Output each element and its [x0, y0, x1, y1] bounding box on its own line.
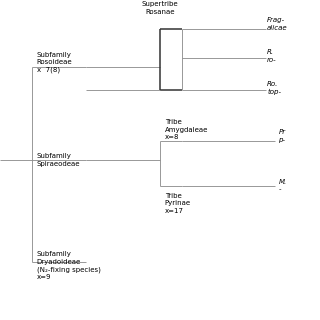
- Text: Frag-
alicae: Frag- alicae: [267, 17, 288, 31]
- Text: Supertribe
Rosanae: Supertribe Rosanae: [142, 1, 178, 15]
- Text: Tribe
Pyrinae
x=17: Tribe Pyrinae x=17: [165, 193, 191, 214]
- Text: Ro.
top-: Ro. top-: [267, 81, 281, 95]
- Text: R.
ro-: R. ro-: [267, 49, 277, 63]
- Text: M.
-: M. -: [278, 179, 287, 192]
- Text: Tribe
Amygdaleae
x=8: Tribe Amygdaleae x=8: [165, 119, 208, 140]
- Text: Pr
p-: Pr p-: [278, 129, 285, 143]
- Text: Subfamily
Spiraeodeae: Subfamily Spiraeodeae: [37, 153, 80, 167]
- Text: Subfamily
Rosoideae
x  7(8): Subfamily Rosoideae x 7(8): [37, 52, 72, 73]
- Text: Subfamily
Dryadoideae
(N₂-fixing species)
x=9: Subfamily Dryadoideae (N₂-fixing species…: [37, 251, 101, 280]
